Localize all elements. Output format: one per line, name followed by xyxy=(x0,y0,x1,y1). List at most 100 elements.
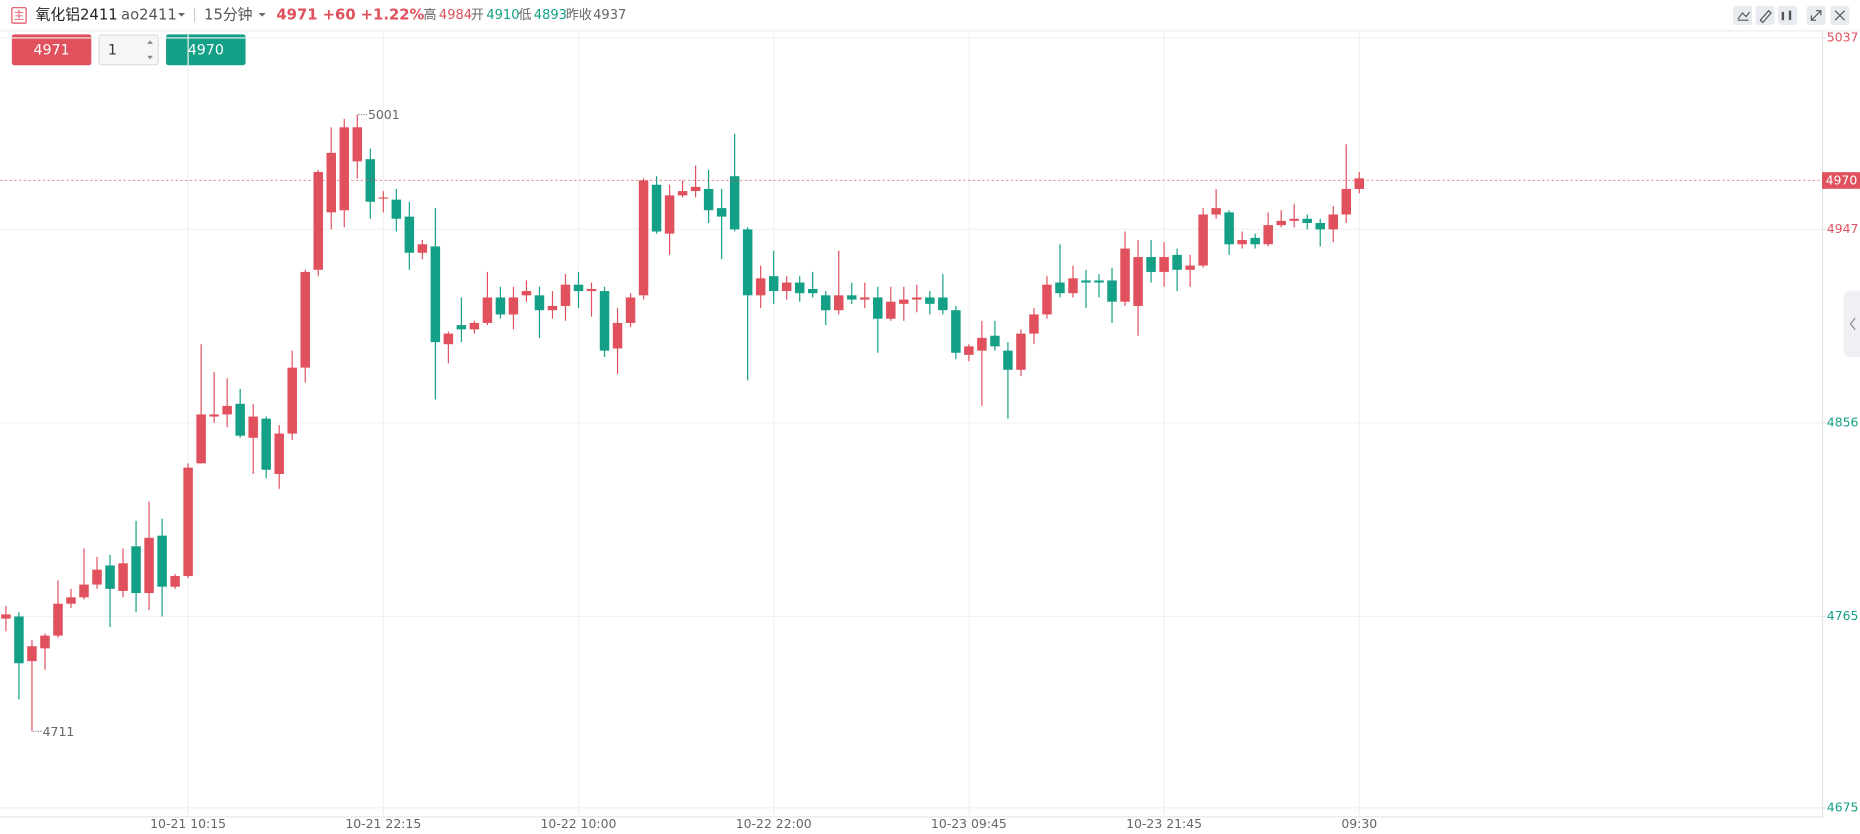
candle xyxy=(1237,231,1247,249)
tool-icon xyxy=(1781,10,1792,21)
sell-price[interactable]: 4971 xyxy=(34,42,70,58)
candle-body xyxy=(912,297,922,300)
candle-body xyxy=(1302,218,1312,224)
x-tick-label: 10-21 10:15 xyxy=(150,816,226,831)
min-label: 4711 xyxy=(43,724,75,739)
symbol-name[interactable]: 氧化铝2411 xyxy=(36,6,118,23)
candle-body xyxy=(964,346,974,355)
candle-body xyxy=(1250,237,1260,245)
symbol-code[interactable]: ao2411 xyxy=(121,6,177,23)
candle xyxy=(1042,276,1052,319)
x-tick-label: 10-22 10:00 xyxy=(541,816,617,831)
candle xyxy=(287,350,297,440)
candle xyxy=(612,308,623,375)
change: +60 xyxy=(323,6,356,23)
candle xyxy=(196,344,206,464)
candle-body xyxy=(586,288,597,292)
candle-body xyxy=(1328,214,1338,230)
candle-body xyxy=(534,295,545,311)
buy-button[interactable] xyxy=(166,34,246,66)
candle-body xyxy=(261,418,271,470)
candle-body xyxy=(873,297,883,319)
candle-body xyxy=(990,335,1000,347)
tool-button[interactable] xyxy=(1778,5,1798,25)
candle-body xyxy=(560,284,571,306)
candle-body xyxy=(1003,350,1013,370)
candle-body xyxy=(326,152,336,213)
candle-body xyxy=(729,176,740,230)
candle xyxy=(899,286,909,321)
high-label: 高 xyxy=(423,7,436,23)
candle-body xyxy=(248,416,258,438)
candle-body xyxy=(1289,218,1299,221)
candle-body xyxy=(183,467,193,577)
candle xyxy=(248,403,258,474)
candle xyxy=(729,133,740,232)
candle-body xyxy=(469,322,480,330)
candle-body xyxy=(1055,282,1065,294)
buy-price[interactable]: 4970 xyxy=(188,42,224,58)
candle xyxy=(781,276,792,300)
candle-body xyxy=(92,569,102,585)
candle xyxy=(1250,233,1260,249)
candle-body xyxy=(807,288,818,294)
candle-body xyxy=(573,284,584,292)
candle-body xyxy=(144,537,154,594)
candle xyxy=(469,320,480,334)
candle xyxy=(313,169,323,277)
candle-body xyxy=(404,216,415,253)
candle-body xyxy=(1068,278,1078,294)
y-tick-label: 4856 xyxy=(1827,414,1859,429)
x-tick-label: 09:30 xyxy=(1341,816,1377,831)
tool-button[interactable] xyxy=(1733,5,1753,25)
sell-button[interactable] xyxy=(11,34,92,66)
candle-body xyxy=(1042,284,1052,315)
candle-body xyxy=(1341,188,1352,215)
candle-body xyxy=(1224,212,1234,245)
x-tick-label: 10-23 09:45 xyxy=(931,816,1007,831)
candle-body xyxy=(951,310,961,353)
candle xyxy=(938,274,948,315)
candle xyxy=(1016,329,1026,377)
candle xyxy=(925,291,935,315)
candle-body xyxy=(1276,220,1286,226)
x-tick-label: 10-21 22:15 xyxy=(345,816,421,831)
candle-body xyxy=(170,576,180,587)
candle xyxy=(378,191,389,213)
candle xyxy=(508,286,519,330)
side-panel-tab[interactable] xyxy=(1843,290,1860,358)
dropdown-arrow[interactable] xyxy=(258,13,266,17)
dropdown-arrow[interactable] xyxy=(177,13,186,17)
candle-body xyxy=(625,297,636,323)
candle-body xyxy=(938,297,948,311)
candle xyxy=(677,180,688,198)
candle-body xyxy=(664,195,675,234)
candle-body xyxy=(1016,333,1026,370)
candle-body xyxy=(1198,214,1208,266)
quantity[interactable]: 1 xyxy=(108,42,117,58)
candle-body xyxy=(1133,257,1143,306)
candle-body xyxy=(456,325,467,330)
candle xyxy=(183,463,193,579)
candle xyxy=(1315,218,1325,247)
candle xyxy=(1172,248,1182,292)
quantity-input[interactable] xyxy=(98,34,159,66)
candle-body xyxy=(716,208,727,217)
tool-icon xyxy=(1737,11,1751,21)
candle xyxy=(755,265,766,309)
candle-body xyxy=(27,646,37,662)
candle-body xyxy=(222,405,232,415)
candle xyxy=(235,388,245,438)
max-label: 5001 xyxy=(368,107,400,122)
candle xyxy=(40,633,50,670)
candle xyxy=(560,274,571,321)
period[interactable]: 15分钟 xyxy=(204,6,252,23)
candle-body xyxy=(391,199,402,219)
low-label: 低 xyxy=(518,8,531,23)
candle xyxy=(886,286,896,321)
candle-body xyxy=(612,322,623,349)
candle xyxy=(105,554,115,628)
candle-body xyxy=(105,565,115,589)
last-price-label: 4970 xyxy=(1826,173,1858,188)
